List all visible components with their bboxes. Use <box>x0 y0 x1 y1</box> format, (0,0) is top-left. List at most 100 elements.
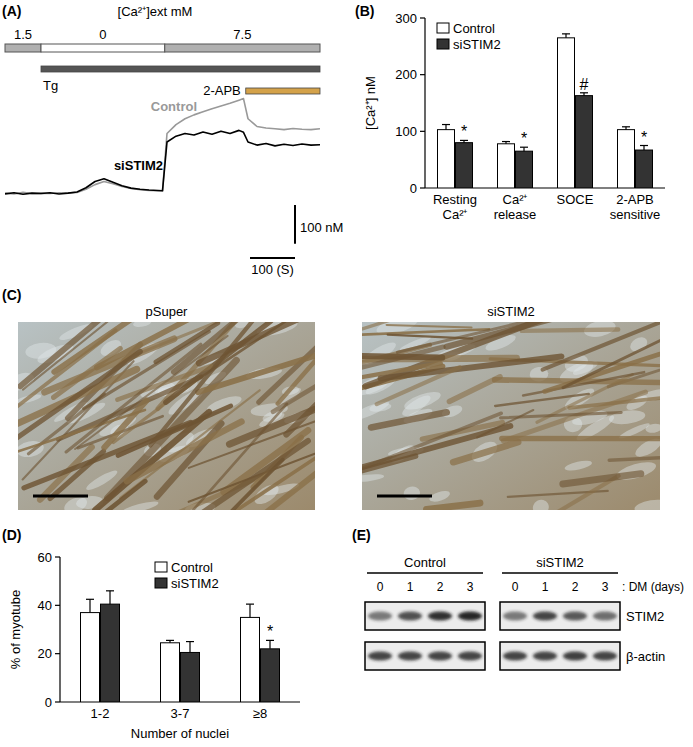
myotube <box>199 322 315 363</box>
micrograph <box>362 322 660 510</box>
series-label: Control <box>151 99 197 114</box>
bar <box>101 604 120 702</box>
error-cap <box>86 599 94 600</box>
panel-label: (C) <box>2 287 21 303</box>
label-line: SOCE <box>557 192 594 207</box>
y-tick-label: 100 <box>395 124 417 139</box>
x-tick-label: 3-7 <box>171 706 190 721</box>
y-tick-label: 20 <box>38 646 52 661</box>
legend-label: siSTIM2 <box>453 37 501 52</box>
bars <box>81 591 280 702</box>
error-cap <box>622 126 630 127</box>
error-cap <box>246 604 254 605</box>
bar <box>558 38 575 188</box>
error-cap <box>562 33 570 34</box>
y-tick-label: 0 <box>410 181 417 196</box>
figure: (A)[Ca²⁺]ext mM1.507.5Tg2-APBControlsiST… <box>0 0 693 747</box>
micrograph <box>18 322 315 510</box>
y-tick <box>420 17 425 18</box>
myotube <box>449 377 500 402</box>
x-tick-label: ≥8 <box>253 706 267 721</box>
band <box>533 612 557 621</box>
x-tick-label: Ca²⁺release <box>494 192 537 222</box>
y-tick <box>55 605 60 606</box>
bar <box>618 130 635 188</box>
band <box>458 652 482 661</box>
panel-c: (C)pSupersiSTIM2 <box>0 274 693 548</box>
label-line: ≥8 <box>253 706 267 721</box>
error-bar <box>502 142 510 144</box>
lane-axis-label: : DM (days) <box>622 580 684 594</box>
band <box>398 612 422 621</box>
myotube <box>362 347 443 374</box>
scale-bar <box>294 205 296 244</box>
error-bar <box>86 599 94 612</box>
myotube <box>273 385 315 412</box>
y-axis-label: [Ca²⁺] nM <box>363 76 378 130</box>
myotube <box>387 325 472 328</box>
myotube <box>104 400 146 447</box>
cell <box>530 497 551 510</box>
y-tick <box>55 653 60 654</box>
cell <box>132 322 151 328</box>
myotube <box>24 422 191 487</box>
panel-label: (E) <box>352 527 371 543</box>
drug-bar <box>41 66 320 72</box>
legend-swatch <box>437 39 449 49</box>
significance-mark: * <box>641 129 647 146</box>
label-line: Ca²⁺ <box>443 207 468 222</box>
panel-label: (A) <box>2 3 21 19</box>
row-label: STIM2 <box>626 609 664 624</box>
y-tick <box>420 74 425 75</box>
cell <box>120 499 159 510</box>
legend-label: Control <box>171 560 213 575</box>
y-axis <box>59 557 60 702</box>
lane-label: 2 <box>572 580 579 594</box>
y-tick-label: 0 <box>45 695 52 710</box>
label-line: 3-7 <box>171 706 190 721</box>
label-line: Ca²⁺ <box>503 192 528 207</box>
band <box>458 612 482 621</box>
legend-label: Control <box>453 21 495 36</box>
myotube <box>18 330 116 449</box>
legend: ControlsiSTIM2 <box>155 560 219 591</box>
y-axis <box>424 18 425 188</box>
y-tick <box>420 131 425 132</box>
error-bar <box>640 146 648 151</box>
bar <box>241 617 260 702</box>
significance-mark: # <box>580 76 589 93</box>
myotube <box>371 412 447 427</box>
band <box>503 612 527 621</box>
drug-label: 2-APB <box>203 83 241 98</box>
error-bar <box>622 127 630 130</box>
band <box>368 652 392 661</box>
y-tick <box>55 701 60 702</box>
band <box>503 652 527 661</box>
x-tick-label: 1-2 <box>91 706 110 721</box>
x-axis-label: Number of nuclei <box>131 726 229 741</box>
cell <box>564 459 593 472</box>
row-label: β-actin <box>626 649 665 664</box>
significance-mark: * <box>461 123 467 140</box>
bar <box>456 143 473 188</box>
ca-label: 7.5 <box>233 27 251 42</box>
myotube <box>66 344 201 452</box>
myotube <box>563 474 641 484</box>
error-bar <box>266 640 274 648</box>
image-scale-bar <box>377 495 432 498</box>
myotube <box>362 456 416 485</box>
bars <box>438 34 653 188</box>
error-stem <box>269 640 270 648</box>
band <box>593 652 617 661</box>
band <box>398 652 422 661</box>
myotube <box>502 436 660 442</box>
myotube <box>362 413 501 474</box>
ca-label: 1.5 <box>14 27 32 42</box>
legend-label: siSTIM2 <box>171 576 219 591</box>
legend-swatch <box>155 578 167 588</box>
myotube <box>609 455 660 460</box>
error-bar <box>460 140 468 142</box>
myotube <box>397 322 542 352</box>
legend-swatch <box>437 23 449 33</box>
ca-segment <box>41 44 165 52</box>
